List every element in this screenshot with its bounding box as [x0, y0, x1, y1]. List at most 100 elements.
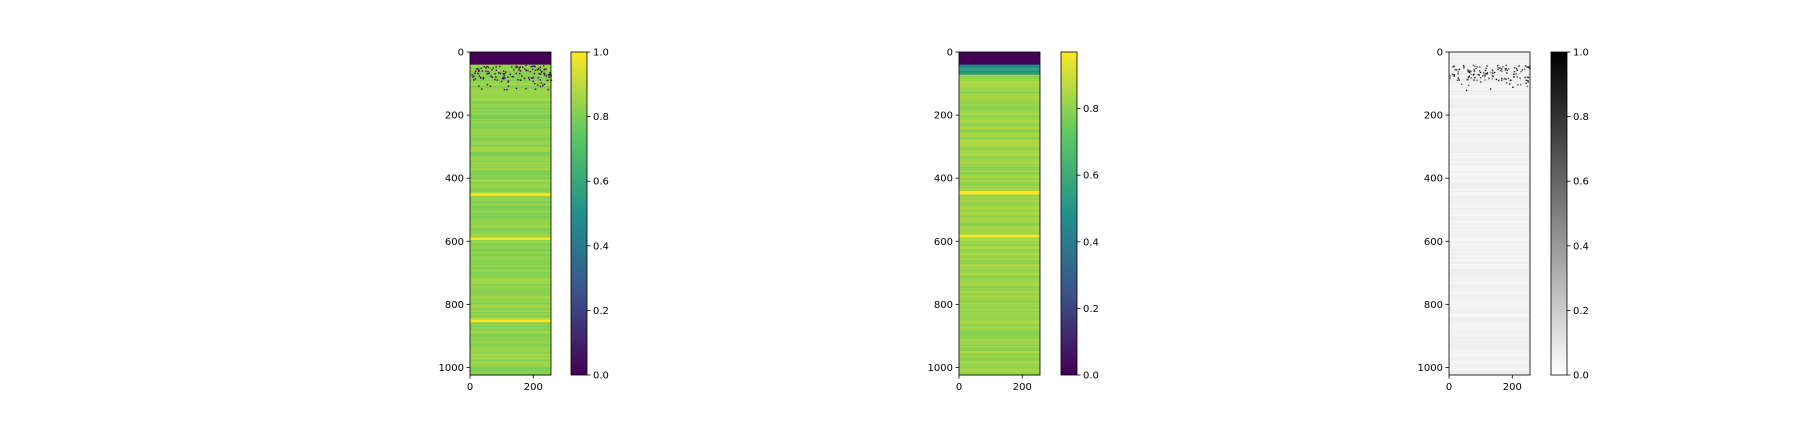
- heatmap-row: [959, 163, 1040, 165]
- heatmap-row: [470, 135, 551, 138]
- heatmap-row: [959, 68, 1040, 71]
- heatmap-row: [959, 79, 1040, 82]
- heatmap-row: [959, 369, 1040, 372]
- heatmap-row: [1449, 309, 1530, 312]
- heatmap-row: [959, 117, 1040, 120]
- heatmap-row: [1449, 294, 1530, 297]
- noise-pixel: [540, 71, 543, 74]
- heatmap-row: [470, 368, 551, 371]
- heatmap-row: [959, 295, 1040, 298]
- noise-pixel: [1505, 82, 1508, 84]
- heatmap-row: [1449, 190, 1530, 193]
- heatmap-row: [470, 82, 551, 85]
- heatmap-row: [470, 246, 551, 249]
- noise-pixel: [1478, 70, 1481, 72]
- heatmap-row: [1449, 84, 1530, 87]
- heatmap-row: [1449, 345, 1530, 348]
- heatmap-row: [959, 134, 1040, 136]
- heatmap-row: [470, 359, 551, 362]
- heatmap-row: [1449, 99, 1530, 102]
- noise-pixel: [491, 69, 493, 71]
- heatmap-row: [959, 228, 1040, 231]
- heatmap-row: [470, 229, 551, 232]
- heatmap-row: [959, 372, 1040, 375]
- heatmap-row: [1449, 269, 1530, 271]
- heatmap-row: [470, 343, 551, 346]
- noise-pixel: [483, 65, 485, 68]
- noise-pixel: [1482, 75, 1484, 77]
- heatmap-row: [470, 101, 551, 104]
- heatmap-row: [470, 358, 551, 361]
- heatmap-row: [1449, 181, 1530, 184]
- noise-pixel: [1525, 82, 1527, 84]
- heatmap-row: [470, 352, 551, 355]
- noise-pixel: [531, 65, 534, 67]
- heatmap-row: [959, 319, 1040, 322]
- noise-pixel: [1493, 71, 1496, 74]
- heatmap-row: [959, 65, 1040, 68]
- heatmap-row: [1449, 332, 1530, 334]
- noise-pixel: [534, 88, 537, 90]
- heatmap-row: [1449, 57, 1530, 59]
- noise-pixel: [1503, 78, 1505, 81]
- heatmap-row: [470, 351, 551, 353]
- heatmap-row: [1449, 287, 1530, 290]
- heatmap-row: [959, 136, 1040, 139]
- heatmap-row: [959, 116, 1040, 119]
- noise-pixel: [506, 88, 508, 91]
- noise-pixel: [502, 76, 504, 79]
- heatmap-row: [1449, 247, 1530, 250]
- axes-frame: [958, 51, 1041, 376]
- heatmap-row: [959, 316, 1040, 319]
- heatmap-row: [1449, 252, 1530, 255]
- noise-pixel: [507, 80, 510, 82]
- heatmap-row: [959, 126, 1040, 129]
- heatmap-row: [959, 179, 1040, 182]
- heatmap-row: [470, 371, 551, 374]
- noise-pixel: [485, 67, 487, 69]
- heatmap-row: [470, 245, 551, 247]
- heatmap-row: [959, 141, 1040, 144]
- colorbar-tick-label: 0.0: [1083, 371, 1099, 382]
- noise-pixel: [545, 75, 548, 77]
- noise-pixel: [1470, 77, 1473, 79]
- heatmap-row: [470, 184, 551, 187]
- heatmap-row: [470, 234, 551, 237]
- heatmap-row: [959, 246, 1040, 249]
- noise-pixel: [1463, 67, 1465, 69]
- heatmap-row: [1449, 65, 1530, 68]
- x-tick-label: 200: [524, 382, 543, 393]
- heatmap-row: [959, 266, 1040, 269]
- noise-pixel: [503, 88, 506, 91]
- heatmap-row: [1449, 274, 1530, 276]
- noise-pixel: [478, 85, 480, 87]
- heatmap-row: [470, 175, 551, 178]
- heatmap-row: [470, 233, 551, 236]
- heatmap-row: [959, 77, 1040, 80]
- heatmap-row: [470, 226, 551, 228]
- heatmap-row: [959, 213, 1040, 216]
- heatmap-row: [1449, 125, 1530, 128]
- heatmap-row: [1449, 208, 1530, 211]
- noise-pixel: [1527, 80, 1529, 82]
- heatmap-row: [470, 123, 551, 126]
- heatmap-row: [959, 356, 1040, 358]
- noise-pixel: [1479, 77, 1482, 79]
- noise-pixel: [515, 66, 517, 69]
- heatmap-row: [1449, 178, 1530, 181]
- noise-pixel: [1515, 67, 1518, 70]
- noise-pixel: [1479, 66, 1481, 68]
- heatmap-row: [959, 262, 1040, 265]
- heatmap-row: [959, 101, 1040, 104]
- heatmap-row: [959, 257, 1040, 260]
- heatmap-row: [1449, 344, 1530, 347]
- noise-pixel: [525, 88, 527, 90]
- heatmap-row: [959, 334, 1040, 337]
- noise-pixel: [507, 76, 509, 78]
- heatmap-row: [470, 299, 551, 302]
- noise-pixel: [531, 68, 534, 71]
- heatmap-row: [1449, 104, 1530, 107]
- noise-pixel: [537, 77, 540, 79]
- heatmap-row: [1449, 300, 1530, 303]
- heatmap-row: [470, 236, 551, 239]
